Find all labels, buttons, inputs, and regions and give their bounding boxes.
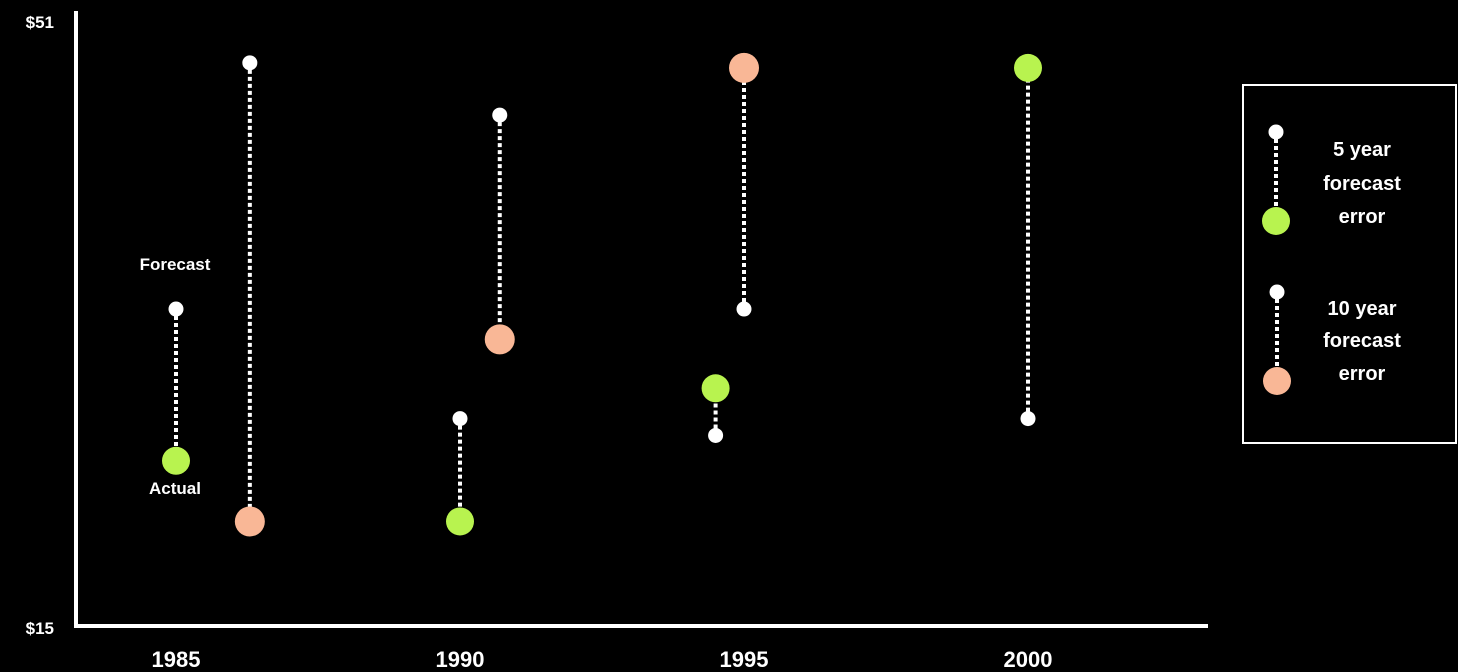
actual-point	[729, 52, 759, 83]
axes	[74, 11, 1208, 628]
forecast-point	[1020, 411, 1036, 427]
actual-point	[1014, 53, 1042, 82]
forecast-annotation: Forecast	[140, 255, 211, 274]
x-tick-label: 2000	[1004, 647, 1053, 672]
series-marks	[162, 52, 1042, 537]
actual-annotation: Actual	[149, 479, 201, 498]
annotations: Forecast Actual	[140, 255, 211, 498]
x-tick-label: 1985	[152, 647, 201, 672]
y-tick-label: $51	[26, 13, 54, 32]
legend-actual-point	[1262, 207, 1290, 235]
x-tick-label: 1995	[720, 647, 769, 672]
forecast-point	[492, 107, 508, 123]
actual-point	[446, 507, 474, 536]
legend: 5 year forecast error 10 year forecast error	[1242, 84, 1457, 444]
tick-labels: 1985 1990 1995 2000 $51 $15	[26, 13, 1053, 672]
legend-label: error	[1339, 206, 1386, 228]
x-tick-label: 1990	[436, 647, 485, 672]
legend-label: forecast	[1323, 173, 1401, 195]
actual-point	[484, 324, 515, 355]
actual-point	[234, 506, 265, 537]
forecast-point	[452, 411, 468, 427]
actual-point	[701, 374, 730, 403]
forecast-point	[736, 301, 752, 317]
forecast-point	[242, 55, 258, 71]
legend-actual-point	[1263, 367, 1291, 395]
legend-forecast-point	[1269, 284, 1285, 300]
actual-point	[162, 446, 190, 475]
legend-label: forecast	[1323, 330, 1401, 352]
legend-label: 5 year	[1333, 139, 1391, 161]
y-tick-label: $15	[26, 619, 54, 638]
legend-forecast-point	[1268, 124, 1284, 140]
forecast-point	[168, 301, 184, 317]
forecast-point	[708, 427, 724, 443]
legend-label: 10 year	[1328, 298, 1397, 320]
legend-label: error	[1339, 363, 1386, 385]
